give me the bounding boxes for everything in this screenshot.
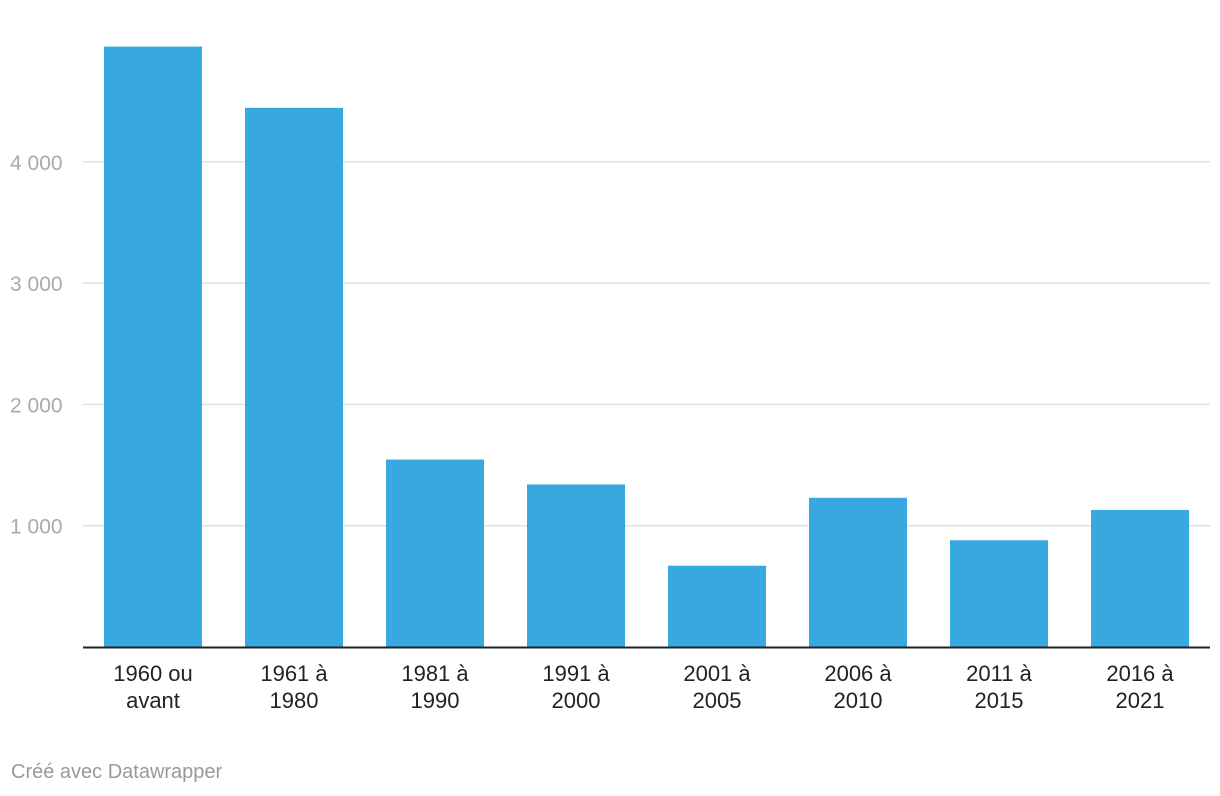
x-category-label-line: 2000	[552, 688, 601, 713]
x-category-label-line: 1990	[411, 688, 460, 713]
x-category-label-line: 2005	[693, 688, 742, 713]
bar	[1091, 509, 1189, 647]
y-tick-label: 3 000	[10, 273, 63, 296]
x-category-label: 1991 à 2000	[542, 661, 610, 713]
bar	[668, 565, 766, 647]
x-category-label: 2006 à 2010	[824, 661, 892, 713]
x-category-label: 2011 à 2015	[966, 661, 1032, 713]
y-tick-label: 4 000	[10, 152, 63, 175]
bar	[527, 484, 625, 647]
x-category-label: 1960 ou avant	[113, 661, 193, 713]
x-category-label-line: 2011 à	[966, 661, 1032, 686]
x-category-label-line: 1981 à	[401, 661, 469, 686]
bar	[950, 540, 1048, 647]
x-category-label-line: 1960 ou	[113, 661, 193, 686]
bar	[809, 497, 907, 647]
x-category-label-line: 1980	[270, 688, 319, 713]
credit-text: Créé avec Datawrapper	[11, 761, 223, 783]
x-category-label-line: 1991 à	[542, 661, 610, 686]
x-category-label-line: 2006 à	[824, 661, 892, 686]
x-category-label: 2016 à 2021	[1106, 661, 1174, 713]
x-category-label-line: 1961 à	[260, 661, 328, 686]
x-category-label-line: avant	[126, 688, 180, 713]
bar	[245, 107, 343, 647]
x-category-label-line: 2015	[975, 688, 1024, 713]
y-tick-label: 2 000	[10, 394, 63, 417]
x-category-label: 2001 à 2005	[683, 661, 751, 713]
x-category-label-line: 2021	[1116, 688, 1165, 713]
x-category-label: 1961 à 1980	[260, 661, 328, 713]
bars	[104, 46, 1189, 647]
y-tick-label: 1 000	[10, 516, 63, 539]
y-axis-ticks: 1 000 2 000 3 000 4 000	[10, 152, 63, 539]
bar	[104, 46, 202, 647]
x-category-label-line: 2001 à	[683, 661, 751, 686]
x-category-label-line: 2016 à	[1106, 661, 1174, 686]
x-category-label-line: 2010	[834, 688, 883, 713]
x-category-label: 1981 à 1990	[401, 661, 469, 713]
bar	[386, 459, 484, 647]
